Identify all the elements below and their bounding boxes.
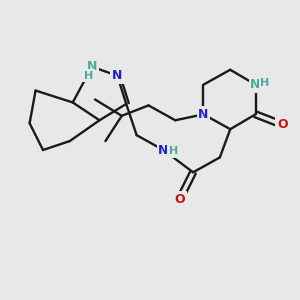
Text: N: N <box>158 143 169 157</box>
Text: H: H <box>260 78 270 88</box>
Text: H: H <box>169 146 178 157</box>
Text: N: N <box>87 60 97 73</box>
Text: N: N <box>112 69 122 82</box>
Text: O: O <box>174 193 185 206</box>
Text: N: N <box>250 78 261 91</box>
Text: N: N <box>198 108 209 121</box>
Text: H: H <box>84 71 93 81</box>
Text: O: O <box>277 118 288 131</box>
